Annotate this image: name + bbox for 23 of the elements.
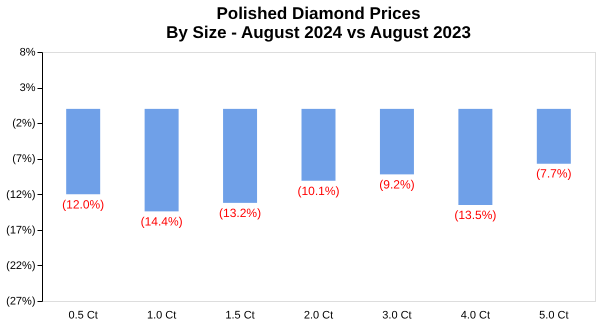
x-tick-label: 1.5 Ct [225, 310, 255, 322]
y-tick-label: (27%) [6, 296, 36, 308]
data-label: (14.4%) [140, 214, 183, 228]
data-label: (13.5%) [454, 208, 496, 222]
y-tick-label: (2%) [12, 118, 36, 130]
y-tick-label: (22%) [6, 260, 36, 272]
data-label: (13.2%) [219, 206, 262, 220]
y-tick-label: (7%) [12, 153, 36, 166]
data-label: (9.2%) [379, 177, 415, 192]
chart-title: Polished Diamond Prices By Size - August 2024 vs August 2023 [166, 4, 471, 42]
data-label: (12.0%) [62, 197, 104, 212]
y-tick-label: (17%) [6, 224, 36, 236]
data-label: (10.1%) [297, 184, 340, 198]
x-tick-label: 2.0 Ct [304, 310, 334, 322]
x-tick-label: 1.0 Ct [146, 310, 176, 322]
x-tick-label: 5.0 Ct [539, 310, 568, 322]
data-label: (7.7%) [536, 166, 572, 181]
y-tick-label: (12%) [6, 188, 36, 201]
x-tick-label: 4.0 Ct [460, 310, 490, 322]
x-tick-label: 0.5 Ct [68, 310, 98, 322]
y-tick-label: 8% [20, 46, 36, 58]
x-tick-label: 3.0 Ct [382, 310, 412, 322]
y-tick-label: 3% [20, 82, 36, 94]
